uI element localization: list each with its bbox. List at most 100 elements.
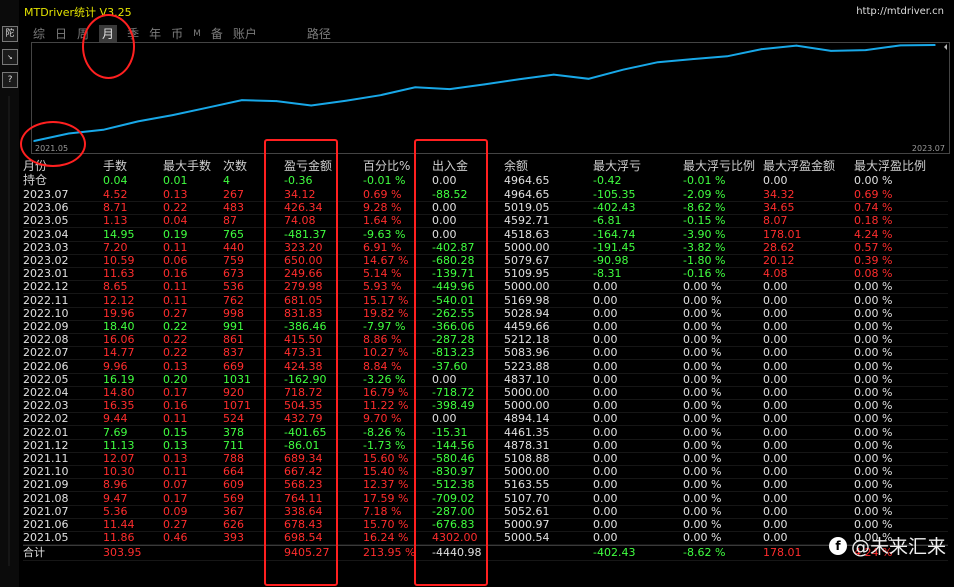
cell-percent: 12.37 %: [363, 478, 409, 492]
tab-path[interactable]: 路径: [306, 27, 331, 41]
cell-month: 2022.06: [23, 359, 69, 373]
cell-count: 536: [223, 280, 244, 294]
cell-month: 2021.12: [23, 438, 69, 452]
table-row: 2023.06 8.71 0.22 483 426.34 9.28 % 0.00 5019.0…: [23, 201, 948, 216]
cell-profit: 424.38: [284, 359, 323, 373]
cell-month: 2022.03: [23, 399, 69, 413]
cell-balance: 5109.95: [504, 267, 550, 281]
tab-account[interactable]: 账户: [232, 27, 257, 41]
tab-currency[interactable]: 币: [171, 27, 184, 41]
cell-max-float-profit-ratio: 0.00 %: [854, 372, 893, 386]
cell-balance: 4878.31: [504, 438, 550, 452]
tab-day[interactable]: 日: [55, 27, 68, 41]
cell-count: 1031: [223, 372, 251, 386]
cell-month: 2021.06: [23, 518, 69, 531]
cell-max-lots: 0.16: [163, 267, 188, 281]
cell-percent: 6.91 %: [363, 240, 402, 254]
equity-point: [760, 48, 763, 50]
cell-lots: 14.95: [103, 227, 135, 241]
tab-summary[interactable]: 综: [33, 27, 46, 41]
tab-month[interactable]: 月: [99, 25, 118, 43]
cell-max-lots: 0.20: [163, 372, 188, 386]
table-row: 2022.05 16.19 0.20 1031 -162.90 -3.26 % 0.00 48…: [23, 373, 948, 387]
cell-lots: 5.36: [103, 504, 128, 518]
cell-month: 2023.03: [23, 240, 69, 254]
cell-profit: 323.20: [284, 240, 323, 254]
table-row: 2021.11 12.07 0.13 788 689.34 15.60 % -580.46 5…: [23, 452, 948, 466]
total-percent: 213.95 %: [363, 546, 416, 560]
cell-max-float-profit-ratio: 0.00 %: [854, 438, 893, 452]
cell-profit: -401.65: [284, 425, 327, 439]
cell-month: 2022.01: [23, 425, 69, 439]
cell-count: 837: [223, 346, 244, 360]
cell-count: 440: [223, 240, 244, 254]
cell-max-float-profit: 4.08: [763, 267, 788, 281]
cell-profit: 338.64: [284, 504, 323, 518]
cell-max-float-profit-ratio: 0.00 %: [854, 452, 893, 465]
cell-month: 2023.01: [23, 267, 69, 281]
cell-percent: 15.17 %: [363, 293, 409, 307]
cell-max-float-loss: -191.45: [593, 240, 636, 254]
toolbar-button-2[interactable]: ↘: [2, 49, 18, 65]
cell-max-float-loss: 0.00: [593, 491, 618, 505]
toolbar-button-1[interactable]: 陀: [2, 26, 18, 42]
tab-backup[interactable]: 备: [210, 27, 223, 41]
cell-profit: 504.35: [284, 399, 323, 413]
cell-max-float-profit-ratio: 0.08 %: [854, 267, 893, 281]
tab-m[interactable]: M: [193, 29, 201, 39]
cell-balance: 5108.88: [504, 452, 550, 465]
equity-point: [691, 58, 694, 60]
equity-point: [864, 49, 867, 51]
total-deposit: -4440.98: [432, 546, 482, 560]
cell-balance: 5079.67: [504, 254, 550, 267]
cell-lots: 10.30: [103, 465, 135, 479]
cell-profit: -86.01: [284, 438, 320, 452]
cell-deposit: -580.46: [432, 452, 475, 465]
cell-max-float-loss: 0.00: [593, 478, 618, 492]
equity-point: [795, 44, 798, 47]
help-button[interactable]: ?: [2, 72, 18, 88]
cell-balance: 5223.88: [504, 359, 550, 373]
cell-max-lots: 0.04: [163, 214, 188, 228]
scroll-arrow-icon[interactable]: [944, 44, 947, 50]
cell-max-float-loss-ratio: -1.80 %: [683, 254, 726, 267]
table-row: 2022.10 19.96 0.27 998 831.83 19.82 % -262.55 5…: [23, 307, 948, 321]
site-link[interactable]: http://mtdriver.cn: [856, 6, 944, 17]
cell-max-float-loss-ratio: 0.00 %: [683, 346, 722, 360]
cell-profit: -481.37: [284, 227, 327, 241]
cell-deposit: 0.00: [432, 412, 457, 426]
cell-month: 2022.08: [23, 333, 69, 347]
equity-point: [587, 78, 590, 80]
cell-profit: 432.79: [284, 412, 323, 426]
header-percent: 百分比%: [363, 159, 411, 173]
equity-point: [449, 88, 451, 90]
cell-count: 524: [223, 412, 244, 426]
tab-quarter[interactable]: 季: [127, 27, 140, 41]
cell-max-float-loss-ratio: -8.62 %: [683, 201, 726, 215]
cell-lots: 12.12: [103, 293, 135, 307]
table-row: 2022.07 14.77 0.22 837 473.31 10.27 % -813.23 5…: [23, 346, 948, 361]
cell-max-float-profit: 20.12: [763, 254, 795, 267]
cell-balance: 5169.98: [504, 293, 550, 307]
cell-max-float-profit: 0.00: [763, 438, 788, 452]
cell-percent: -1.73 %: [363, 438, 406, 452]
cell-month: 2022.02: [23, 412, 69, 426]
cell-max-lots: 0.27: [163, 518, 188, 531]
cell-max-float-profit-ratio: 0.00 %: [854, 280, 893, 294]
cell-lots: 9.96: [103, 359, 128, 373]
cell-max-float-loss: -402.43: [593, 201, 636, 215]
tab-week[interactable]: 周: [77, 27, 90, 41]
cell-deposit: -366.06: [432, 320, 475, 333]
cell-max-lots: 0.17: [163, 386, 188, 399]
cell-max-float-loss: 0.00: [593, 465, 618, 479]
cell-max-float-loss-ratio: 0.00 %: [683, 333, 722, 347]
cell-lots: 7.20: [103, 240, 128, 254]
total-row: 合计 303.95 9405.27 213.95 % -4440.98 -402…: [23, 545, 948, 562]
tab-year[interactable]: 年: [149, 27, 162, 41]
cell-max-float-profit-ratio: 0.18 %: [854, 214, 893, 228]
cell-max-float-loss-ratio: -0.15 %: [683, 214, 726, 228]
cell-max-float-loss-ratio: 0.00 %: [683, 306, 722, 320]
cell-deposit: 0.00: [432, 227, 457, 241]
hold-max-float-loss-ratio: -0.01 %: [683, 174, 726, 187]
cell-count: 673: [223, 267, 244, 281]
